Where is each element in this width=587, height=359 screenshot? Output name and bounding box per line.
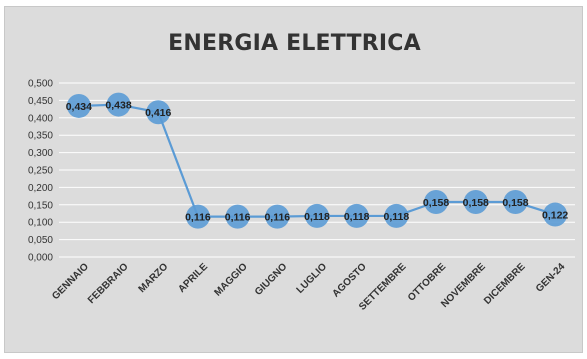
data-point (543, 202, 568, 227)
data-label: 0,118 (304, 211, 330, 223)
y-tick-label: 0,200 (28, 183, 53, 194)
y-tick-label: 0,050 (28, 235, 53, 246)
data-label: 0,438 (105, 100, 131, 112)
x-tick-label: GIUGNO (253, 261, 290, 298)
x-tick-label: GEN-24 (534, 261, 568, 295)
y-tick-label: 0,100 (28, 218, 53, 229)
data-point (225, 204, 250, 229)
data-label: 0,416 (145, 107, 171, 119)
x-tick-label: AGOSTO (331, 261, 369, 299)
data-label: 0,434 (66, 101, 92, 113)
line-chart: 0,000 0,050 0,100 0,150 0,200 0,250 0,300 0,350… (28, 79, 575, 313)
data-point (344, 203, 369, 228)
data-point (503, 190, 528, 215)
data-point (384, 203, 409, 228)
chart-title: ENERGIA ELETTRICA (168, 31, 421, 56)
data-point (66, 93, 91, 118)
y-tick-label: 0,250 (28, 166, 53, 177)
y-tick-label: 0,350 (28, 131, 53, 142)
x-tick-label: MAGGIO (212, 261, 249, 298)
x-tick-label: GENNAIO (50, 261, 91, 302)
x-tick-label: FEBBRAIO (86, 261, 131, 306)
data-point (106, 92, 131, 117)
x-tick-label: APRILE (176, 261, 210, 295)
data-point (424, 190, 449, 215)
data-label: 0,122 (542, 210, 568, 222)
data-label: 0,116 (185, 212, 211, 224)
y-tick-label: 0,450 (28, 96, 53, 107)
y-tick-label: 0,300 (28, 148, 53, 159)
data-label: 0,118 (384, 211, 410, 223)
x-tick-label: LUGLIO (295, 261, 330, 296)
y-tick-label: 0,500 (28, 79, 53, 90)
data-point (463, 190, 488, 215)
data-point (146, 100, 171, 125)
data-label: 0,118 (344, 211, 370, 223)
y-tick-label: 0,400 (28, 113, 53, 124)
y-tick-label: 0,000 (28, 253, 53, 264)
x-tick-label: MARZO (137, 261, 171, 295)
data-point (305, 203, 329, 228)
data-label: 0,116 (225, 212, 251, 224)
data-label: 0,158 (423, 197, 449, 209)
x-tick-label: DICEMBRE (482, 261, 528, 307)
data-point (265, 204, 290, 229)
data-label: 0,158 (463, 197, 489, 209)
x-tick-label: OTTOBRE (406, 261, 448, 303)
data-label: 0,116 (264, 212, 290, 224)
chart-area: ENERGIA ELETTRICA 0,000 0,050 0,100 0,150 0,… (4, 6, 583, 353)
data-point (185, 204, 210, 229)
data-label: 0,158 (502, 197, 528, 209)
y-tick-label: 0,150 (28, 200, 53, 211)
